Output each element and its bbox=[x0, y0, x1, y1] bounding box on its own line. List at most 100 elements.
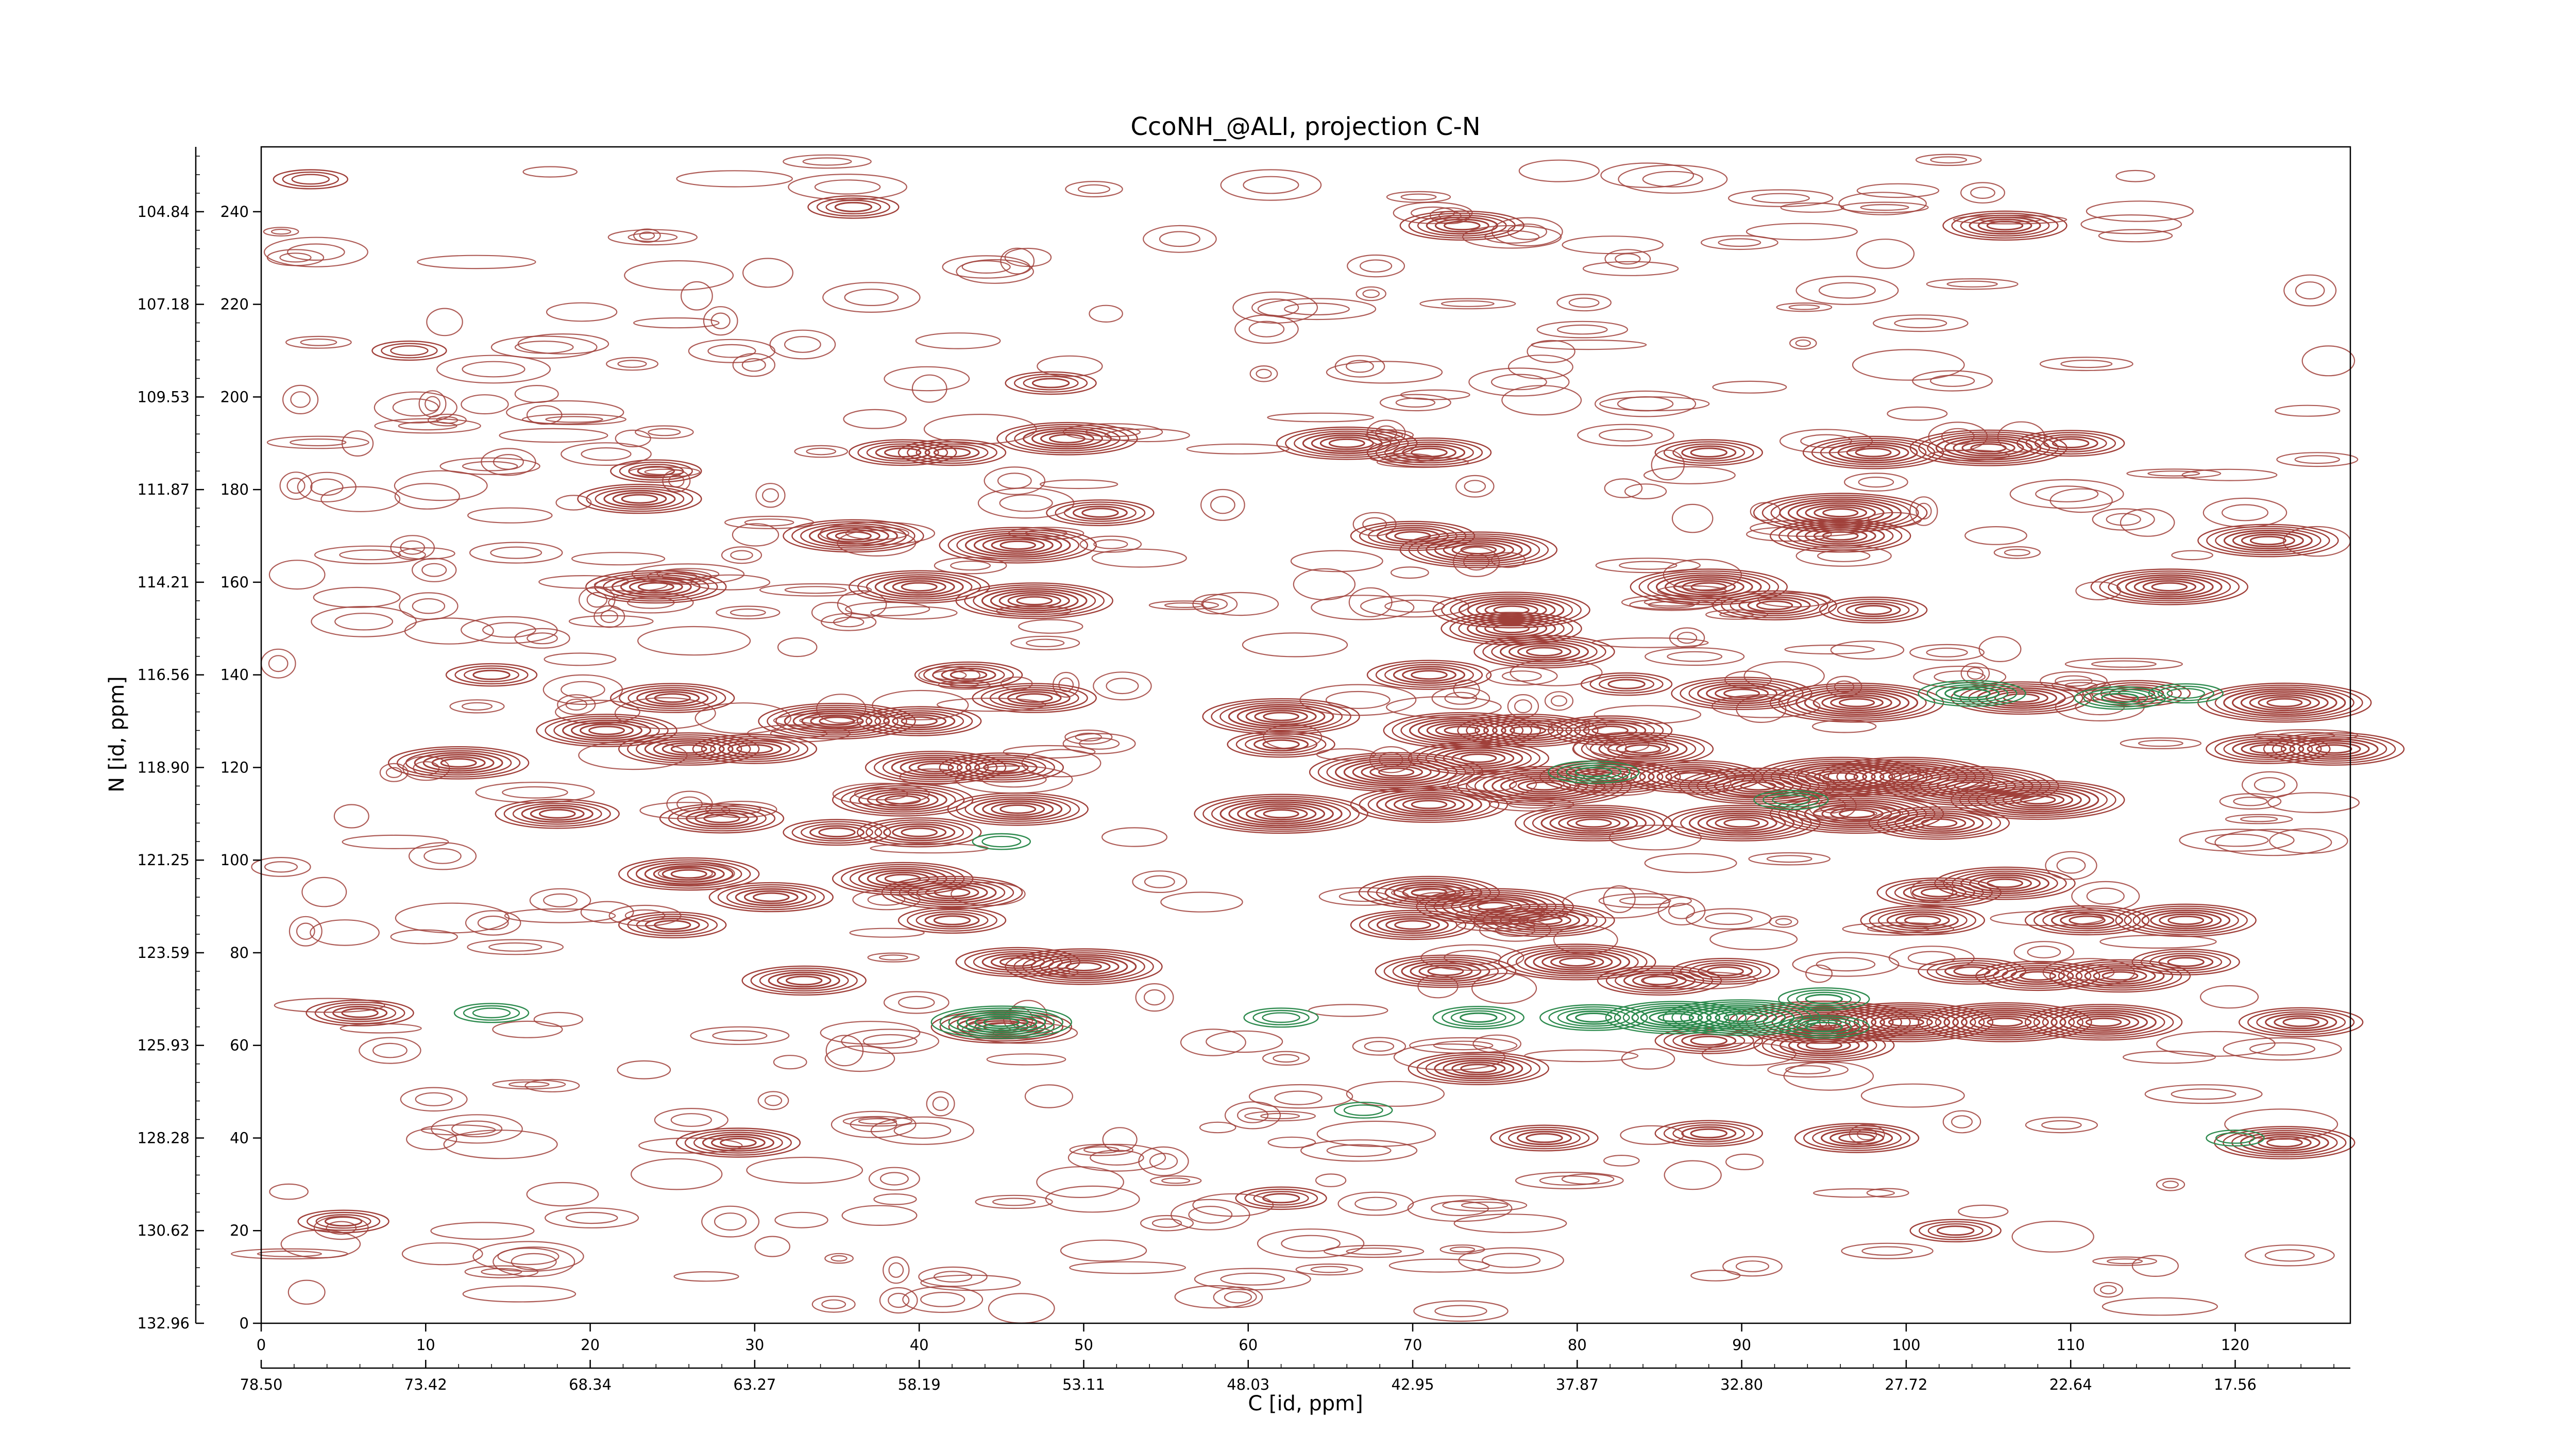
noise-contour bbox=[586, 592, 608, 608]
contour-level bbox=[1334, 1102, 1393, 1119]
noise-contour bbox=[266, 435, 369, 449]
contour-level bbox=[2249, 744, 2287, 754]
contour-level bbox=[1672, 1124, 1745, 1143]
contour-level bbox=[635, 736, 742, 762]
noise-contour bbox=[1909, 496, 1938, 526]
contour-level bbox=[2232, 740, 2304, 758]
noise-contour bbox=[2225, 814, 2293, 824]
noise-contour bbox=[951, 882, 1026, 906]
contour-level bbox=[939, 1007, 1064, 1037]
positive-peak bbox=[1005, 948, 1163, 985]
contour-level bbox=[2263, 732, 2405, 766]
contour-level bbox=[907, 441, 997, 464]
contour-level bbox=[1822, 772, 1859, 782]
contour-level bbox=[792, 710, 882, 732]
contour-level bbox=[907, 882, 997, 904]
noise-contour bbox=[2093, 1282, 2124, 1298]
contour-level bbox=[1977, 218, 2032, 233]
noise-contour bbox=[1970, 187, 1995, 199]
contour-level bbox=[1656, 574, 1762, 600]
contour-level bbox=[2075, 965, 2165, 987]
noise-contour bbox=[617, 1060, 671, 1080]
noise-contour bbox=[2106, 513, 2141, 526]
noise-contour bbox=[1106, 678, 1139, 695]
contour-level bbox=[2020, 795, 2056, 805]
noise-contour bbox=[673, 1271, 739, 1282]
contour-level bbox=[2002, 967, 2074, 985]
noise-contour bbox=[867, 952, 920, 963]
x-ppm-tick-label: 42.95 bbox=[1392, 1376, 1434, 1393]
noise-contour bbox=[802, 157, 852, 166]
contour-level bbox=[1350, 786, 1509, 823]
contour-level bbox=[1638, 570, 1780, 603]
contour-level bbox=[956, 530, 1080, 560]
axes-layer: 0 10 20 30 40 50 60 70 80 90 100 110 120 78.50 73.42 68… bbox=[138, 147, 2350, 1393]
positive-peak bbox=[306, 999, 414, 1026]
contour-level bbox=[866, 443, 939, 462]
contour-level bbox=[784, 709, 890, 734]
contour-level bbox=[1575, 818, 1612, 828]
contour-level bbox=[1895, 913, 1950, 928]
contour-level bbox=[884, 795, 921, 805]
noise-contour bbox=[1603, 1154, 1640, 1167]
noise-contour bbox=[2056, 857, 2086, 874]
y-ppm-tick-label: 109.53 bbox=[138, 388, 190, 406]
noise-contour bbox=[2086, 200, 2194, 222]
contour-level bbox=[1473, 635, 1615, 669]
noise-contour bbox=[1856, 183, 1940, 198]
contour-level bbox=[2024, 905, 2150, 936]
contour-level bbox=[654, 920, 691, 930]
noise-contour bbox=[1194, 1268, 1311, 1291]
contour-level bbox=[1697, 682, 1787, 704]
contour-level bbox=[324, 1004, 397, 1022]
contour-level bbox=[1517, 645, 1571, 659]
noise-contour bbox=[2249, 1042, 2316, 1056]
negative-peak bbox=[1778, 1015, 1870, 1039]
contour-level bbox=[1723, 688, 1760, 698]
noise-contour bbox=[630, 1158, 723, 1190]
noise-contour bbox=[637, 626, 751, 656]
contour-level bbox=[1393, 796, 1465, 814]
contour-level bbox=[2239, 1007, 2364, 1038]
contour-level bbox=[1460, 753, 1497, 763]
contour-level bbox=[1671, 1001, 1812, 1034]
noise-contour bbox=[654, 1108, 728, 1133]
x-index-tick-label: 10 bbox=[416, 1336, 435, 1354]
noise-contour bbox=[1515, 1172, 1624, 1190]
contour-level bbox=[1723, 818, 1760, 828]
contour-level bbox=[1952, 870, 2058, 896]
contour-level bbox=[1778, 987, 1870, 1011]
contour-level bbox=[2214, 1126, 2355, 1159]
noise-contour bbox=[301, 877, 347, 907]
contour-level bbox=[1328, 438, 1365, 448]
contour-level bbox=[1549, 812, 1638, 834]
negative-peak bbox=[1778, 987, 1870, 1011]
contour-level bbox=[1252, 1009, 1310, 1025]
noise-contour bbox=[883, 1256, 910, 1284]
contour-level bbox=[914, 661, 1023, 688]
noise-contour bbox=[465, 910, 521, 936]
contour-level bbox=[2125, 576, 2214, 598]
contour-level bbox=[571, 721, 642, 739]
contour-level bbox=[996, 422, 1138, 456]
contour-level bbox=[628, 464, 684, 479]
contour-level bbox=[1227, 731, 1335, 758]
noise-contour bbox=[732, 353, 776, 377]
contour-level bbox=[2025, 432, 2116, 455]
contour-level bbox=[1048, 958, 1120, 975]
noise-contour bbox=[469, 542, 563, 564]
noise-contour bbox=[1346, 360, 1374, 373]
positive-peak bbox=[1457, 714, 1599, 747]
noise-contour bbox=[334, 613, 394, 631]
noise-contour bbox=[342, 834, 449, 850]
contour-level bbox=[1926, 1004, 2083, 1040]
contour-level bbox=[807, 195, 900, 219]
noise-contour bbox=[1065, 181, 1123, 198]
noise-contour bbox=[462, 461, 518, 471]
contour-level bbox=[512, 803, 602, 825]
positive-peak bbox=[897, 906, 1007, 934]
noise-contour bbox=[2131, 1255, 2179, 1277]
noise-contour bbox=[915, 332, 1001, 349]
noise-contour bbox=[814, 179, 881, 195]
contour-level bbox=[1839, 809, 1875, 819]
